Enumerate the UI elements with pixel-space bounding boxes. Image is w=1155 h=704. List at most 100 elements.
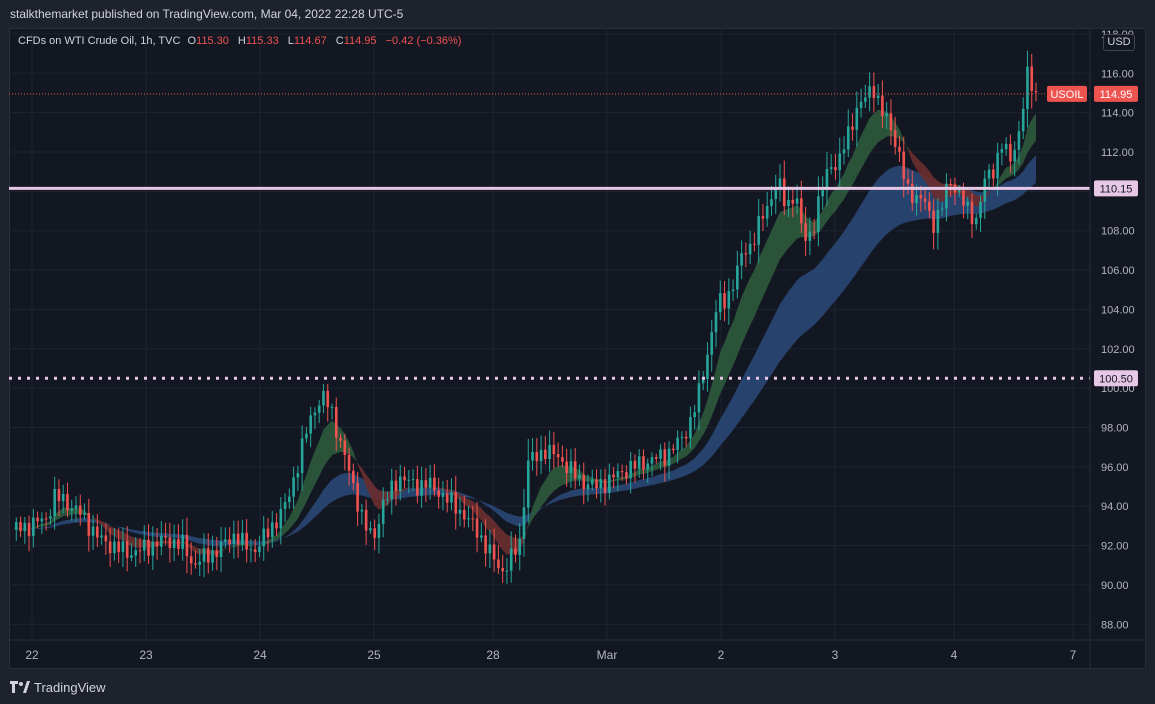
candle-body [846, 126, 850, 150]
candle-body [249, 549, 253, 551]
candle-body [83, 513, 86, 515]
candle-body [172, 539, 176, 548]
candle-body [330, 406, 334, 408]
candle-body [454, 492, 458, 514]
candle-body [940, 208, 944, 210]
candle-body [757, 215, 760, 245]
candle-body [138, 550, 142, 552]
candle-body [710, 332, 714, 355]
candle-body [855, 107, 859, 130]
candle-body [590, 479, 594, 485]
candle-body [535, 451, 539, 462]
legend-change: −0.42 (−0.36%) [385, 35, 462, 47]
candle-body [411, 479, 415, 481]
x-tick-label: Mar [597, 648, 618, 662]
candle-body [987, 169, 991, 179]
candle-body [292, 477, 295, 497]
tradingview-logo-icon [10, 681, 30, 693]
candle-body [70, 508, 74, 511]
candle-body [672, 448, 675, 451]
candle-body [578, 474, 581, 479]
candle-body [586, 484, 590, 490]
y-tick-label: 108.00 [1101, 226, 1135, 238]
candle-body [202, 548, 206, 562]
x-tick-label: 2 [718, 648, 725, 662]
candle-body [518, 538, 522, 555]
candle-body [701, 379, 705, 384]
candle-body [599, 479, 603, 489]
candle-body [437, 490, 440, 497]
candle-body [505, 570, 509, 572]
candle-body [889, 113, 893, 131]
y-tick-label: 104.00 [1101, 304, 1135, 316]
candle-body [433, 477, 436, 491]
y-tick-label: 92.00 [1101, 541, 1129, 553]
candle-body [211, 550, 214, 563]
candle-body [1013, 149, 1016, 162]
candle-body [215, 550, 219, 558]
y-tick-label: 90.00 [1101, 580, 1129, 592]
candle-body [309, 415, 312, 434]
candle-body [919, 194, 923, 199]
candle-body [868, 86, 871, 98]
candle-body [322, 390, 325, 406]
candle-body [740, 253, 743, 266]
candle-body [198, 561, 202, 565]
candle-body [851, 126, 854, 130]
candle-body [910, 183, 914, 204]
candle-body [804, 223, 807, 241]
y-tick-label: 94.00 [1101, 501, 1129, 513]
candle-body [369, 528, 372, 531]
candle-body [620, 471, 624, 473]
candle-body [108, 541, 112, 554]
legend-close-label: C [335, 35, 344, 47]
candle-body [91, 526, 95, 536]
candle-body [876, 95, 880, 99]
y-tick-label: 112.00 [1101, 147, 1134, 159]
price-chart[interactable]: 88.0090.0092.0094.0096.0098.00100.00102.… [9, 28, 1146, 669]
x-tick-label: 3 [832, 648, 839, 662]
footer-brand: TradingView [34, 679, 106, 695]
candle-body [403, 476, 406, 481]
candle-body [151, 541, 155, 556]
x-tick-label: 25 [367, 648, 381, 662]
candle-body [569, 461, 573, 474]
candle-body [390, 480, 394, 500]
candle-body [667, 448, 671, 466]
candle-body [1009, 143, 1012, 162]
candle-body [629, 460, 632, 479]
candle-body [945, 184, 948, 209]
candle-body [1034, 90, 1038, 93]
candle-body [761, 215, 765, 219]
candle-body [360, 509, 364, 512]
footer-branding[interactable]: TradingView [10, 677, 106, 697]
candle-body [812, 231, 816, 233]
candle-body [228, 539, 231, 545]
y-tick-label: 102.00 [1101, 344, 1135, 356]
level-price-label: 100.50 [1099, 373, 1133, 385]
candle-body [928, 201, 931, 211]
candle-body [842, 149, 846, 154]
candle-body [902, 151, 906, 180]
candle-body [774, 188, 778, 200]
candle-body [663, 449, 667, 466]
candle-body [970, 201, 974, 225]
candle-body [424, 480, 428, 488]
candle-body [275, 522, 278, 529]
candle-body [778, 178, 782, 189]
candle-body [637, 456, 641, 469]
candle-body [974, 217, 978, 225]
candle-body [219, 541, 223, 558]
currency-button[interactable]: USD [1103, 34, 1135, 51]
candle-body [317, 405, 321, 413]
candle-body [339, 437, 342, 441]
candle-body [1000, 149, 1004, 153]
x-tick-label: 23 [139, 648, 153, 662]
candle-body [727, 291, 731, 309]
candle-body [1004, 143, 1008, 150]
candle-body [608, 474, 611, 493]
candle-body [936, 209, 940, 233]
candle-body [992, 169, 995, 179]
candle-body [185, 534, 189, 557]
candle-body [364, 509, 368, 531]
